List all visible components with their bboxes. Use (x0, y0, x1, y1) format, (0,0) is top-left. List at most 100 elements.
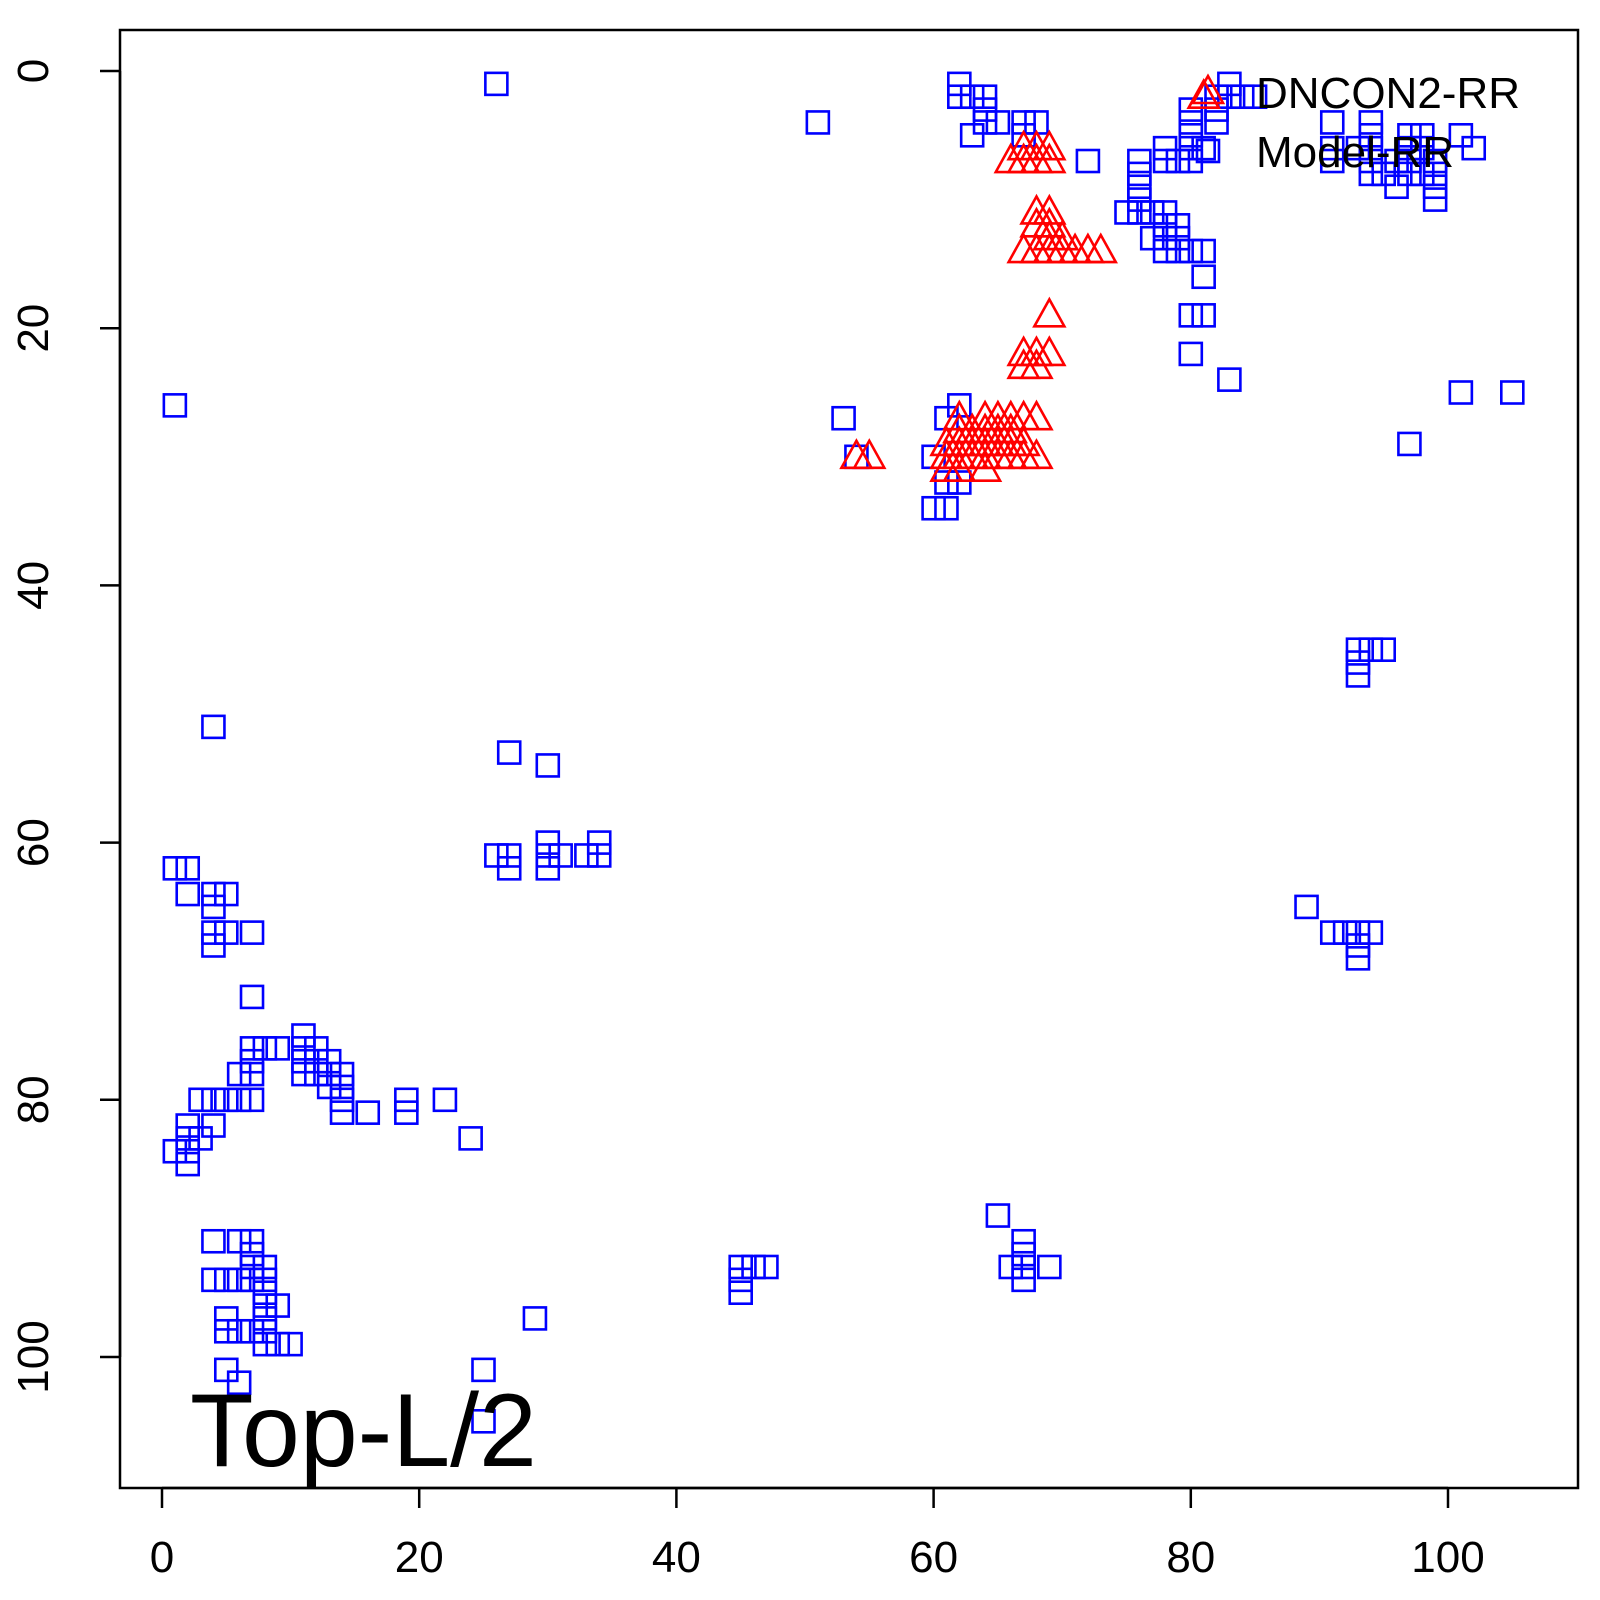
point-square (1397, 161, 1422, 187)
point-square (934, 495, 959, 521)
point-square (278, 1331, 303, 1357)
point-square (239, 1036, 265, 1061)
point-square (1217, 71, 1242, 97)
plot-frame (118, 28, 1580, 1490)
legend-label: Model-RR (1256, 128, 1454, 177)
point-square (239, 1318, 265, 1344)
point-triangle (1186, 78, 1221, 110)
point-square (1371, 637, 1396, 663)
point-square (239, 1241, 265, 1267)
point-square (1384, 174, 1409, 200)
point-triangle (1019, 348, 1054, 380)
point-square (1319, 110, 1345, 135)
point-square (1152, 225, 1178, 251)
point-square (201, 1267, 226, 1293)
point-square (239, 1048, 265, 1074)
point-square (1294, 894, 1319, 920)
point-square (201, 1113, 226, 1138)
point-square (1127, 200, 1152, 225)
point-square (201, 933, 226, 958)
point-square (1448, 380, 1474, 405)
point-square (1461, 135, 1487, 161)
point-square (1037, 1254, 1062, 1280)
point-square (252, 1293, 278, 1318)
point-square (291, 1023, 316, 1048)
point-triangle (1006, 425, 1041, 457)
point-square (1332, 920, 1358, 945)
point-square (574, 843, 599, 868)
point-triangle (1044, 219, 1080, 251)
point-square (1165, 148, 1191, 174)
point-square (1165, 238, 1191, 264)
x-tick-label: 0 (150, 1533, 174, 1582)
point-square (471, 1409, 496, 1434)
x-tick-label: 60 (909, 1533, 958, 1582)
point-square (1397, 123, 1422, 148)
y-tick-label: 20 (9, 304, 58, 353)
point-square (175, 881, 201, 907)
point-square (226, 1087, 252, 1113)
point-square (252, 1331, 278, 1357)
point-square (1358, 123, 1384, 148)
point-square (329, 1100, 355, 1125)
point-square (1358, 637, 1384, 663)
series-square (162, 71, 1525, 1434)
x-tick-label: 20 (395, 1533, 444, 1582)
point-square (304, 1036, 329, 1061)
point-square (1127, 174, 1152, 200)
point-square (1191, 303, 1216, 328)
point-square (1011, 1241, 1036, 1267)
point-triangle (1032, 129, 1067, 161)
point-square (188, 1126, 213, 1151)
point-square (535, 843, 561, 868)
point-square (316, 1074, 342, 1100)
point-square (1409, 123, 1435, 148)
point-square (496, 843, 522, 868)
point-square (972, 110, 998, 135)
point-square (1448, 123, 1474, 148)
point-square (947, 470, 972, 495)
point-square (226, 1370, 252, 1396)
point-square (1358, 920, 1384, 945)
point-triangle (1032, 296, 1067, 328)
point-square (252, 1254, 278, 1280)
point-square (329, 1087, 355, 1113)
point-square (754, 1254, 779, 1280)
point-square (226, 1228, 252, 1254)
point-square (1409, 135, 1435, 161)
point-square (201, 894, 226, 920)
x-tick-label: 80 (1166, 1533, 1215, 1582)
point-square (175, 1151, 201, 1177)
point-square (201, 1228, 226, 1254)
point-square (201, 714, 226, 740)
point-square (496, 740, 522, 765)
axes: 0 20 40 60 80 100 0 20 40 60 80 100 (9, 28, 1580, 1582)
point-square (239, 1087, 265, 1113)
point-square (175, 856, 201, 881)
point-square (1345, 920, 1371, 945)
point-square (162, 856, 188, 881)
point-square (226, 1267, 252, 1293)
point-square (201, 881, 226, 907)
point-square (1229, 84, 1255, 110)
point-square (522, 1306, 548, 1331)
point-square (239, 984, 265, 1010)
point-square (1358, 135, 1384, 161)
point-square (496, 856, 522, 881)
point-square (1422, 174, 1448, 200)
point-square (1319, 920, 1345, 945)
point-square (1345, 637, 1371, 663)
point-square (265, 1331, 291, 1357)
plot-marks (162, 71, 1525, 1434)
point-triangle (1019, 438, 1054, 470)
point-square (805, 110, 831, 135)
point-square (329, 1074, 355, 1100)
point-square (458, 1126, 483, 1151)
point-square (1139, 225, 1165, 251)
point-square (1165, 213, 1191, 238)
y-tick-label: 0 (9, 59, 58, 83)
point-square (921, 495, 946, 521)
point-square (226, 1318, 252, 1344)
point-square (291, 1061, 316, 1087)
point-square (959, 84, 985, 110)
